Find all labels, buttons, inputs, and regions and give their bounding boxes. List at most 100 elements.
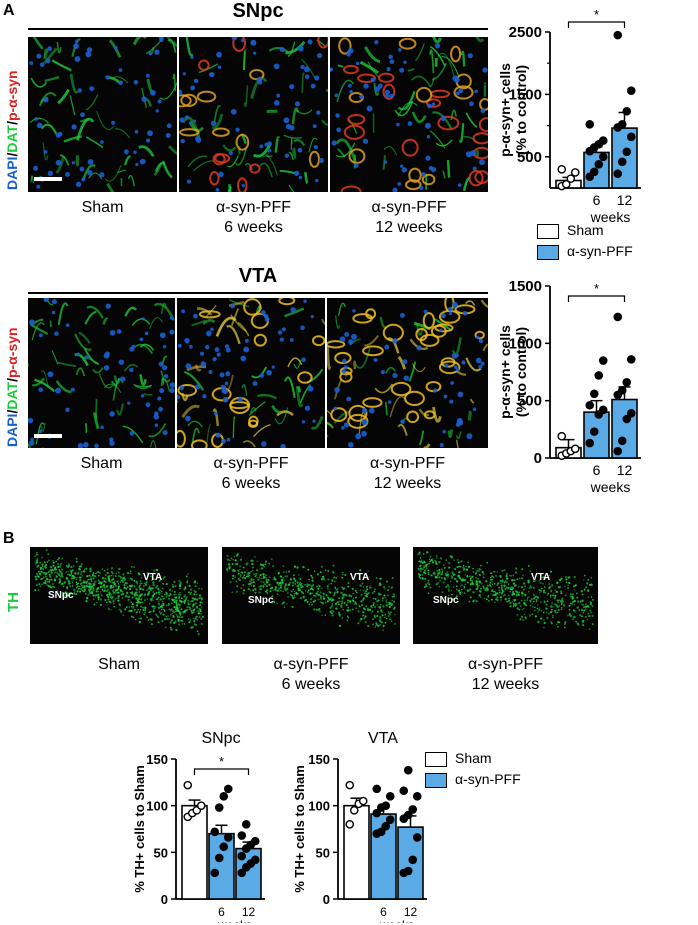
fiber-texture <box>384 401 388 416</box>
nucleus-texture <box>259 373 265 378</box>
fiber-texture <box>134 384 153 390</box>
th-cell-texture <box>99 603 103 606</box>
th-cell-texture <box>298 583 300 586</box>
th-cell-texture <box>463 587 466 589</box>
th-cell-texture <box>254 591 257 594</box>
cell-body-texture <box>377 72 395 83</box>
th-cell-texture <box>479 564 482 567</box>
th-cell-texture <box>61 591 64 594</box>
th-cell-texture <box>540 587 543 590</box>
nucleus-texture <box>147 130 153 137</box>
th-cell-texture <box>545 607 548 610</box>
th-cell-texture <box>41 563 44 566</box>
data-point <box>237 851 247 861</box>
th-cell-texture <box>391 577 394 580</box>
fiber-texture <box>127 174 135 187</box>
data-point <box>626 355 636 364</box>
nucleus-texture <box>304 405 311 411</box>
th-cell-texture <box>111 581 114 584</box>
th-cell-texture <box>520 585 524 589</box>
th-cell-texture <box>585 603 587 606</box>
nucleus-texture <box>402 359 408 365</box>
th-cell-texture <box>91 574 95 577</box>
fiber-texture <box>295 385 304 408</box>
th-cell-texture <box>553 596 556 600</box>
th-cell-texture <box>389 618 392 621</box>
th-cell-texture <box>78 585 81 588</box>
nucleus-texture <box>348 83 352 88</box>
nucleus-texture <box>77 88 82 93</box>
nucleus-texture <box>70 387 75 392</box>
th-cell-texture <box>469 575 471 577</box>
nucleus-texture <box>316 110 321 115</box>
th-cell-texture <box>362 599 364 601</box>
nucleus-texture <box>403 375 409 381</box>
th-cell-texture <box>391 586 394 589</box>
th-cell-texture <box>79 568 82 571</box>
th-cell-texture <box>521 599 523 602</box>
nucleus-texture <box>123 149 129 155</box>
th-cell-texture <box>173 606 176 609</box>
cell-body-texture <box>196 90 217 103</box>
data-point <box>585 120 595 129</box>
th-cell-texture <box>548 582 551 585</box>
th-cell-texture <box>500 599 503 601</box>
nucleus-texture <box>179 117 185 123</box>
th-cell-texture <box>512 605 515 607</box>
th-cell-texture <box>127 598 130 601</box>
fiber-texture <box>86 305 104 319</box>
th-cell-texture <box>277 587 281 590</box>
fiber-texture <box>283 134 302 139</box>
th-cell-texture <box>571 600 575 603</box>
nucleus-texture <box>43 149 48 154</box>
th-cell-texture <box>228 567 231 570</box>
th-cell-texture <box>312 600 315 603</box>
th-cell-texture <box>461 584 463 586</box>
th-cell-texture <box>324 614 327 616</box>
th-cell-texture <box>195 598 199 601</box>
th-cell-texture <box>341 617 344 619</box>
caption-12w: α-syn-PFF 12 weeks <box>327 454 488 494</box>
th-cell-texture <box>59 563 62 567</box>
th-cell-texture <box>265 576 267 579</box>
th-cell-texture <box>420 567 423 570</box>
th-cell-texture <box>52 569 54 572</box>
th-cell-texture <box>162 582 165 585</box>
nucleus-texture <box>109 411 115 417</box>
th-cell-texture <box>424 586 426 589</box>
th-cell-texture <box>369 585 371 587</box>
cell-body-texture <box>308 150 320 168</box>
data-point <box>403 765 413 775</box>
th-cell-texture <box>169 593 172 597</box>
th-cell-texture <box>163 618 167 621</box>
fiber-texture <box>460 50 466 67</box>
th-cell-texture <box>41 556 43 559</box>
nucleus-texture <box>240 38 245 43</box>
th-cell-texture <box>572 585 576 588</box>
vta-rule <box>28 292 488 294</box>
nucleus-texture <box>453 365 458 370</box>
fiber-texture <box>74 333 92 351</box>
nucleus-texture <box>427 103 432 109</box>
nucleus-texture <box>139 337 144 342</box>
th-cell-texture <box>155 613 158 616</box>
th-cell-texture <box>39 585 42 587</box>
th-cell-texture <box>526 597 529 599</box>
th-cell-texture <box>561 597 564 599</box>
th-cell-texture <box>524 594 527 597</box>
th-cell-texture <box>347 599 349 602</box>
data-point <box>589 427 599 436</box>
th-cell-texture <box>585 608 587 610</box>
th-cell-texture <box>455 585 458 588</box>
nucleus-texture <box>280 443 286 448</box>
th-cell-texture <box>112 586 115 589</box>
th-cell-texture <box>173 593 176 596</box>
th-cell-texture <box>144 583 147 586</box>
th-cell-texture <box>296 566 299 569</box>
nucleus-texture <box>392 187 398 192</box>
nucleus-texture <box>462 310 468 316</box>
nucleus-texture <box>298 175 303 180</box>
th-cell-texture <box>150 575 152 578</box>
th-cell-texture <box>528 614 531 617</box>
